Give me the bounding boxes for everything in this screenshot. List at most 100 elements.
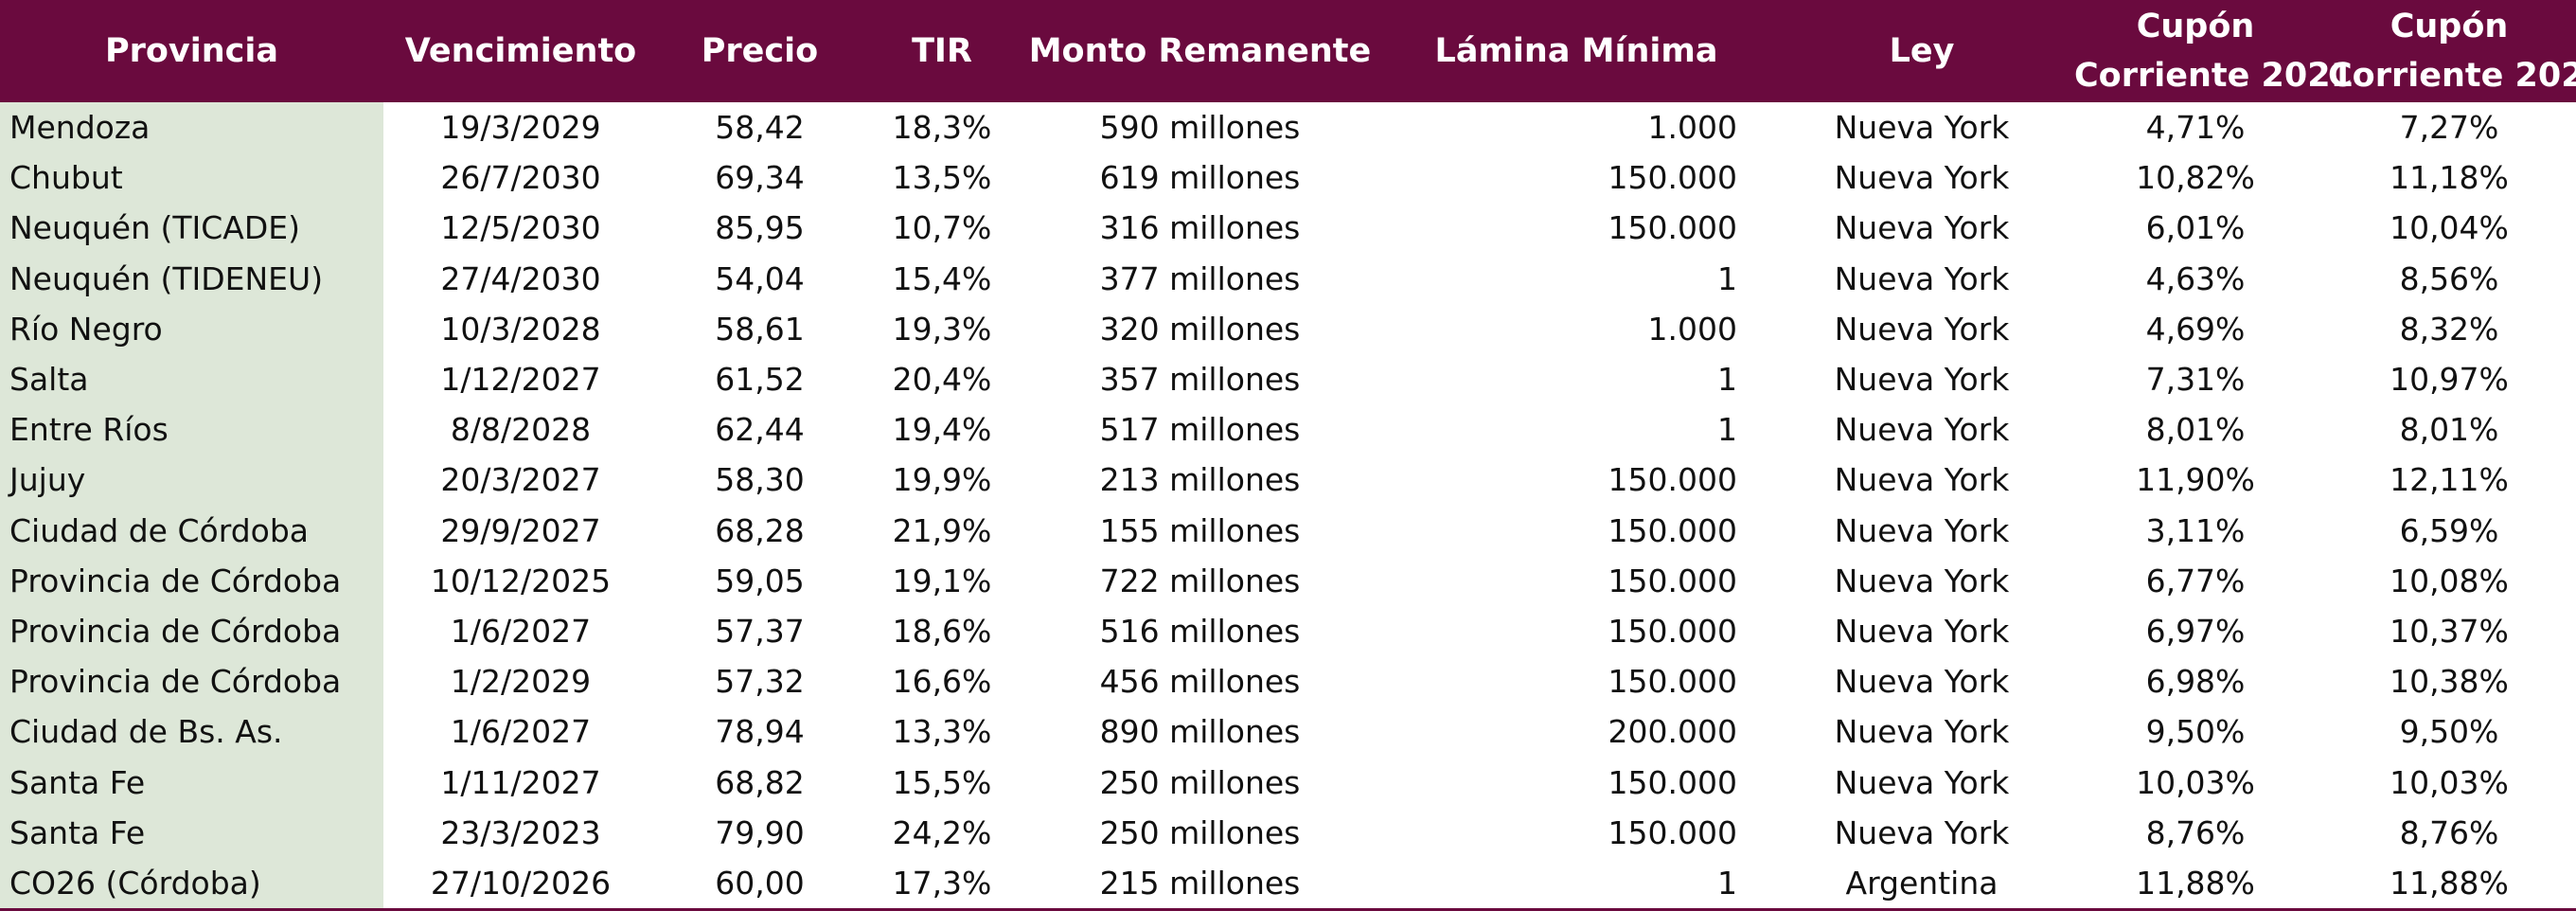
cell-cupon-2022: 6,59% — [2399, 511, 2499, 549]
cell-lamina-minima: 150.000 — [1608, 612, 1737, 650]
cell-vencimiento: 1/2/2029 — [450, 663, 592, 701]
cell-vencimiento: 1/12/2027 — [440, 361, 601, 399]
cell-cupon-2021: 10,03% — [2136, 763, 2255, 801]
table-row: Río Negro 10/3/2028 58,61 19,3% 320 millones… — [0, 303, 2576, 354]
cell-vencimiento: 12/5/2030 — [440, 209, 601, 247]
cell-monto-remanente: 517 millones — [1099, 411, 1301, 449]
cell-provincia: Provincia de Córdoba — [0, 605, 383, 657]
table-row: Ciudad de Bs. As. 1/6/2027 78,94 13,3% 890 m… — [0, 706, 2576, 758]
cell-cupon-2021: 6,77% — [2145, 562, 2246, 599]
table-row: Santa Fe 23/3/2023 79,90 24,2% 250 millones 1… — [0, 807, 2576, 858]
cell-cupon-2021: 7,31% — [2145, 361, 2246, 399]
table-row: Neuquén (TICADE) 12/5/2030 85,95 10,7% 316 m… — [0, 203, 2576, 254]
cell-cupon-2022: 8,32% — [2399, 310, 2499, 348]
table-row: Provincia de Córdoba 1/2/2029 57,32 16,6% 45… — [0, 656, 2576, 707]
cell-ley: Nueva York — [1834, 259, 2010, 297]
cell-provincia: Santa Fe — [0, 757, 383, 808]
header-row: Provincia Vencimiento Precio TIR Monto R… — [0, 0, 2576, 102]
cell-tir: 10,7% — [892, 209, 992, 247]
cell-lamina-minima: 150.000 — [1608, 209, 1737, 247]
table-row: Neuquén (TIDENEU) 27/4/2030 54,04 15,4% 377 … — [0, 253, 2576, 304]
cell-provincia: Jujuy — [0, 455, 383, 506]
table-row: Chubut 26/7/2030 69,34 13,5% 619 millones 150… — [0, 152, 2576, 204]
cell-monto-remanente: 155 millones — [1099, 511, 1301, 549]
header-cupon-2022-line-1: Cupón — [2389, 8, 2509, 45]
cell-vencimiento: 27/10/2026 — [383, 857, 658, 911]
cell-cupon-2021: 4,71% — [2145, 109, 2246, 147]
cell-monto-remanente: 250 millones — [1099, 813, 1301, 851]
cell-vencimiento: 20/3/2027 — [440, 461, 601, 499]
cell-cupon-2021: 6,97% — [2145, 612, 2246, 650]
cell-lamina-minima: 200.000 — [1608, 713, 1737, 751]
cell-vencimiento: 10/3/2028 — [440, 310, 601, 348]
cell-provincia: Neuquén (TIDENEU) — [0, 253, 383, 304]
table-body: Mendoza 19/3/2029 58,42 18,3% 590 millones 1.… — [0, 102, 2576, 911]
cell-ley: Nueva York — [1834, 763, 2010, 801]
header-lamina-minima: Lámina Mínima — [1434, 32, 1718, 70]
cell-ley: Nueva York — [1834, 209, 2010, 247]
table-row: Jujuy 20/3/2027 58,30 19,9% 213 millones 150.… — [0, 455, 2576, 506]
cell-ley: Nueva York — [1834, 612, 2010, 650]
cell-precio: 59,05 — [715, 562, 805, 599]
cell-cupon-2022: 9,50% — [2399, 713, 2499, 751]
cell-monto-remanente: 456 millones — [1099, 663, 1301, 701]
table-row: Entre Ríos 8/8/2028 62,44 19,4% 517 millones… — [0, 404, 2576, 456]
header-cupon-2021-line-2: Corriente 2021 — [2074, 57, 2354, 95]
cell-provincia: CO26 (Córdoba) — [0, 857, 383, 911]
cell-precio: 79,90 — [715, 813, 805, 851]
cell-lamina-minima: 150.000 — [1608, 763, 1737, 801]
cell-tir: 18,6% — [892, 612, 992, 650]
cell-cupon-2022: 10,97% — [2389, 361, 2509, 399]
cell-tir: 19,9% — [892, 461, 992, 499]
header-ley: Ley — [1889, 32, 1955, 70]
cell-ley: Nueva York — [1834, 159, 2010, 197]
table-row: Provincia de Córdoba 1/6/2027 57,37 18,6% 51… — [0, 605, 2576, 657]
cell-precio: 61,52 — [715, 361, 805, 399]
cell-lamina-minima: 150.000 — [1608, 813, 1737, 851]
cell-cupon-2021: 4,63% — [2145, 259, 2246, 297]
cell-tir: 17,3% — [862, 857, 1022, 911]
cell-precio: 68,82 — [715, 763, 805, 801]
cell-cupon-2022: 7,27% — [2399, 109, 2499, 147]
cell-cupon-2022: 11,18% — [2389, 159, 2509, 197]
header-cupon-2022-line-2: Corriente 2022 — [2328, 57, 2576, 95]
header-cupon-2021: Cupón Corriente 2021 — [2069, 0, 2354, 102]
cell-tir: 19,1% — [892, 562, 992, 599]
cell-tir: 20,4% — [892, 361, 992, 399]
cell-lamina-minima: 150.000 — [1608, 663, 1737, 701]
cell-lamina-minima: 1 — [1717, 361, 1737, 399]
cell-monto-remanente: 213 millones — [1099, 461, 1301, 499]
cell-cupon-2021: 11,88% — [2069, 857, 2322, 911]
cell-tir: 15,5% — [892, 763, 992, 801]
cell-provincia: Salta — [0, 353, 383, 405]
table-row: Mendoza 19/3/2029 58,42 18,3% 590 millones 1.… — [0, 102, 2576, 153]
cell-vencimiento: 1/6/2027 — [450, 713, 592, 751]
cell-tir: 16,6% — [892, 663, 992, 701]
cell-tir: 13,5% — [892, 159, 992, 197]
cell-provincia: Provincia de Córdoba — [0, 656, 383, 707]
cell-monto-remanente: 590 millones — [1099, 109, 1301, 147]
cell-lamina-minima: 150.000 — [1608, 159, 1737, 197]
cell-vencimiento: 1/6/2027 — [450, 612, 592, 650]
cell-vencimiento: 26/7/2030 — [440, 159, 601, 197]
cell-precio: 58,42 — [715, 109, 805, 147]
cell-ley: Nueva York — [1834, 411, 2010, 449]
cell-provincia: Neuquén (TICADE) — [0, 203, 383, 254]
cell-ley: Nueva York — [1834, 361, 2010, 399]
cell-vencimiento: 1/11/2027 — [440, 763, 601, 801]
cell-cupon-2021: 6,98% — [2145, 663, 2246, 701]
cell-monto-remanente: 890 millones — [1099, 713, 1301, 751]
cell-precio: 69,34 — [715, 159, 805, 197]
header-vencimiento: Vencimiento — [404, 32, 637, 70]
cell-monto-remanente: 377 millones — [1099, 259, 1301, 297]
cell-tir: 19,4% — [892, 411, 992, 449]
cell-monto-remanente: 215 millones — [1022, 857, 1377, 911]
cell-ley: Nueva York — [1834, 663, 2010, 701]
cell-cupon-2022: 8,56% — [2399, 259, 2499, 297]
cell-ley: Nueva York — [1834, 511, 2010, 549]
cell-vencimiento: 8/8/2028 — [450, 411, 592, 449]
cell-precio: 58,61 — [715, 310, 805, 348]
cell-precio: 60,00 — [658, 857, 862, 911]
cell-lamina-minima: 150.000 — [1608, 562, 1737, 599]
table-row: CO26 (Córdoba) 27/10/2026 60,00 17,3% 215 mi… — [0, 857, 2576, 911]
